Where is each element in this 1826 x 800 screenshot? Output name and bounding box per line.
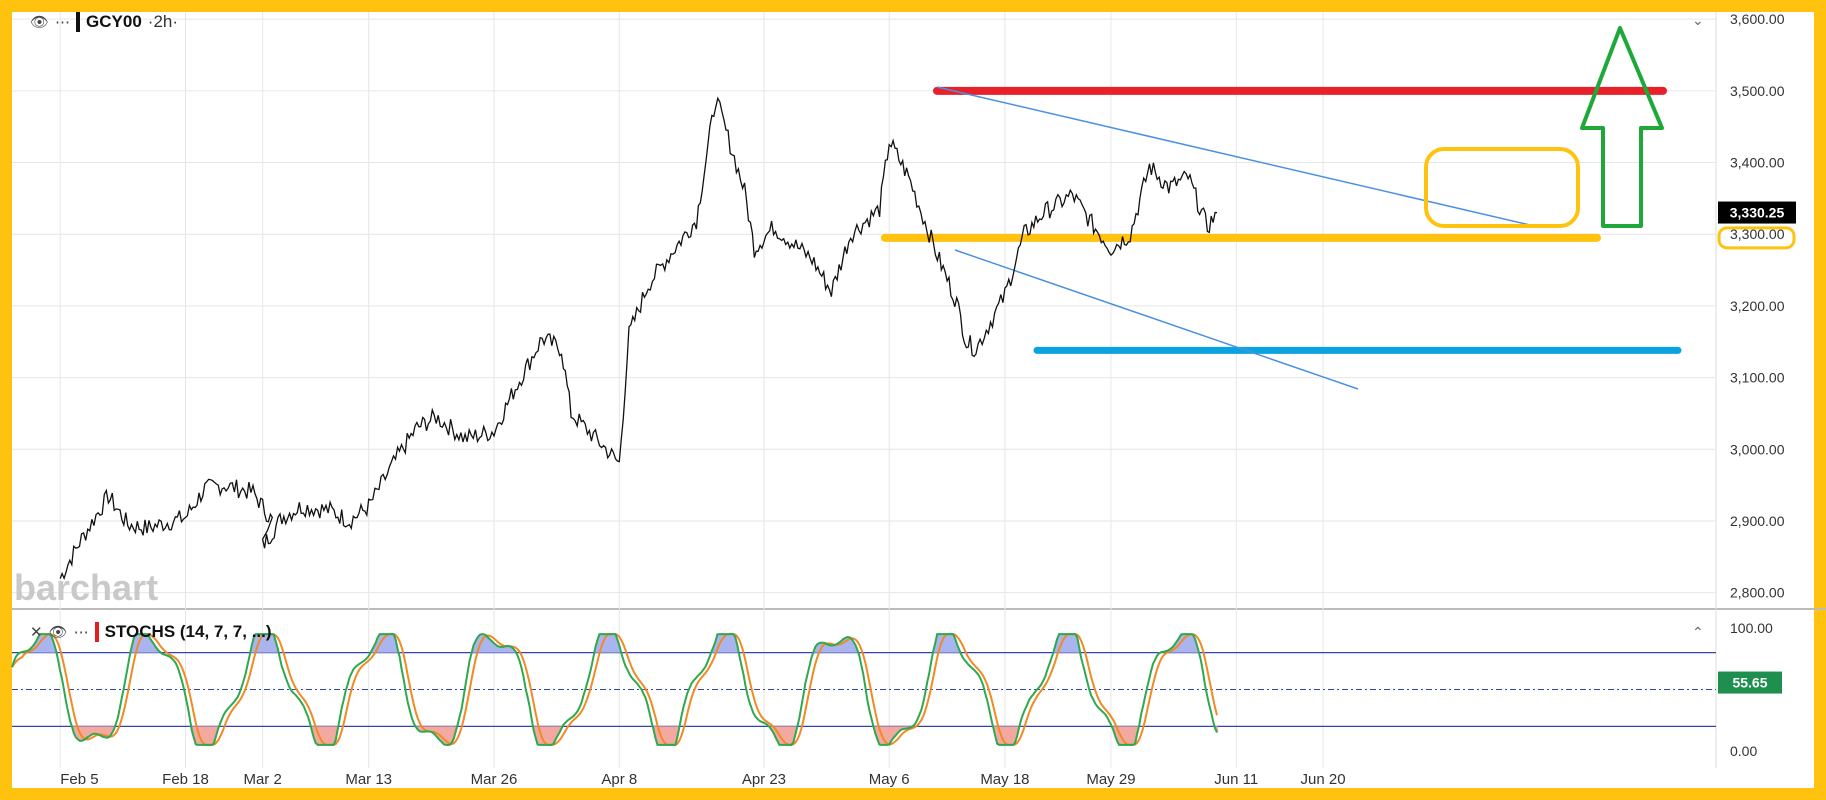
eye-icon[interactable]: 👁 — [30, 14, 50, 31]
y-tick-label: 3,500.00 — [1730, 83, 1785, 99]
y-tick-label: 3,000.00 — [1730, 441, 1785, 457]
indicator-color-swatch — [94, 622, 99, 642]
watermark: barchart — [14, 567, 158, 608]
close-icon[interactable]: ✕ — [30, 624, 43, 641]
y-tick-label: 3,200.00 — [1730, 298, 1785, 314]
y-tick-label: 2,800.00 — [1730, 585, 1785, 601]
collapse-chevron-icon[interactable]: ⌄ — [1692, 12, 1704, 28]
stochastic-panel — [11, 633, 1716, 746]
series-color-swatch — [76, 12, 81, 32]
consolidation-box — [1424, 147, 1580, 228]
x-tick-label: Jun 20 — [1301, 771, 1346, 788]
support-price-highlight — [1717, 226, 1796, 250]
x-tick-label: May 29 — [1086, 771, 1135, 788]
channel-lower-line — [954, 249, 1359, 390]
y-tick-label: 3,600.00 — [1730, 11, 1785, 27]
x-tick-label: Mar 13 — [345, 771, 392, 788]
indicator-label: STOCHS (14, 7, 7, ...) — [104, 622, 272, 641]
price-line — [59, 96, 1218, 581]
symbol-label: GCY00 — [86, 12, 142, 31]
stoch-tick-label: 100.00 — [1730, 620, 1773, 636]
more-dots-icon[interactable]: ⋯ — [73, 624, 89, 641]
target-arrow — [1580, 26, 1664, 228]
stoch-k-line — [11, 633, 1218, 746]
x-tick-label: May 6 — [869, 771, 910, 788]
channel-upper-line — [936, 86, 1531, 226]
stoch-value-badge — [1718, 671, 1782, 694]
x-tick-label: May 18 — [980, 771, 1029, 788]
price-legend: 👁 ⋯ GCY00 ·2h· — [30, 12, 178, 32]
value-badges: 3,330.25 55.65 — [1717, 201, 1796, 694]
y-tick-label: 3,300.00 — [1730, 226, 1785, 242]
x-tick-label: Feb 5 — [60, 771, 98, 788]
y-axis-labels: 3,600.00 3,500.00 3,400.00 3,300.00 3,200.00… — [1730, 11, 1785, 759]
stoch-tick-label: 0.00 — [1730, 743, 1757, 759]
more-dots-icon[interactable]: ⋯ — [55, 14, 71, 31]
x-tick-label: Feb 18 — [162, 771, 209, 788]
last-price-badge — [1718, 201, 1796, 224]
x-tick-label: Mar 2 — [243, 771, 281, 788]
x-tick-label: Jun 11 — [1214, 771, 1258, 788]
x-tick-label: Apr 8 — [601, 771, 637, 788]
y-tick-label: 3,100.00 — [1730, 370, 1785, 386]
stoch-value-label: 55.65 — [1732, 675, 1767, 691]
eye-icon[interactable]: 👁 — [48, 624, 68, 641]
x-axis-labels: Feb 5 Feb 18 Mar 2 Mar 13 Mar 26 Apr 8 Apr 23 M… — [60, 771, 1345, 788]
oversold-fill — [70, 726, 1219, 745]
x-tick-label: Apr 23 — [742, 771, 786, 788]
chart-annotations — [881, 26, 1682, 390]
collapse-chevron-icon[interactable]: ⌃ — [1692, 624, 1704, 640]
y-tick-label: 3,400.00 — [1730, 155, 1785, 171]
stoch-legend: ✕ 👁 ⋯ STOCHS (14, 7, 7, ...) — [30, 622, 272, 642]
last-price-label: 3,330.25 — [1730, 205, 1785, 221]
x-tick-label: Mar 26 — [471, 771, 518, 788]
timeframe-label: ·2h· — [147, 12, 179, 31]
y-tick-label: 2,900.00 — [1730, 513, 1785, 529]
